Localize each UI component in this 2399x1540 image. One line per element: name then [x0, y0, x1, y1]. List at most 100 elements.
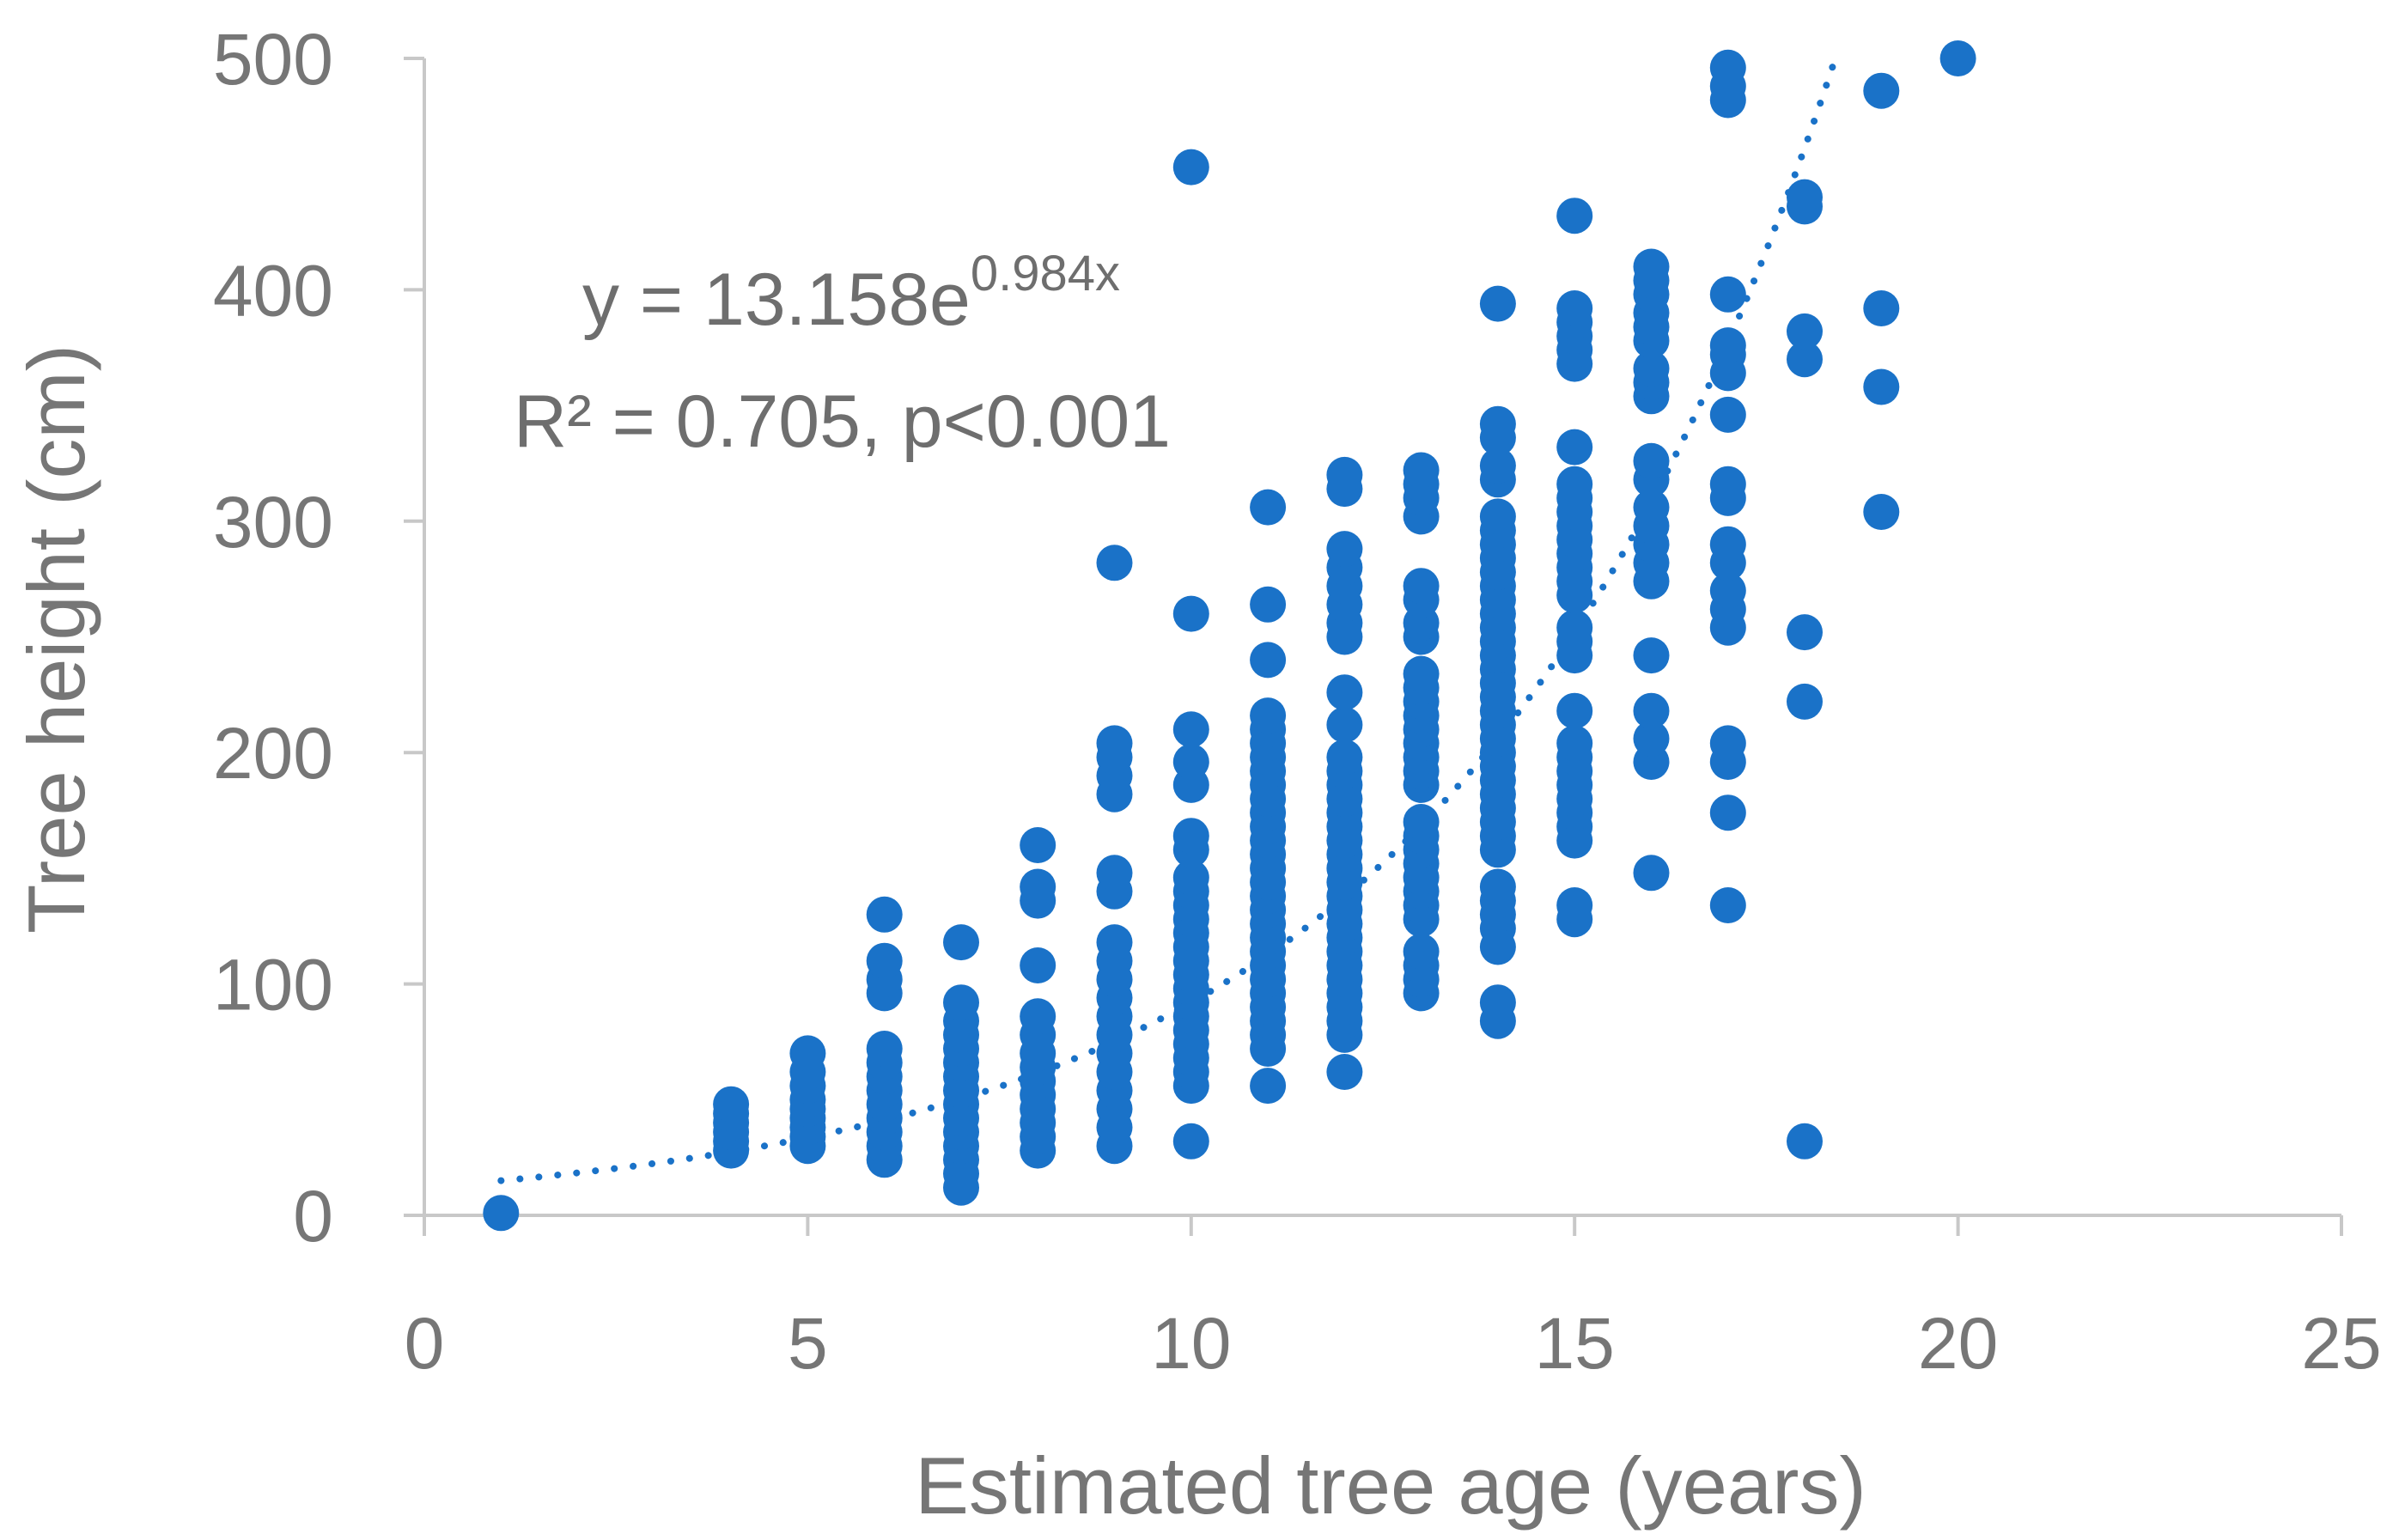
data-point — [1172, 149, 1209, 186]
y-tick-label: 500 — [213, 19, 333, 100]
data-point — [943, 924, 979, 961]
data-point — [1787, 683, 1823, 720]
data-point — [1709, 49, 1746, 86]
data-point — [1326, 531, 1363, 568]
data-point — [1709, 725, 1746, 762]
x-tick-labels: 0 5 10 15 20 25 — [405, 1303, 2382, 1384]
data-point — [1863, 494, 1900, 530]
axes — [404, 57, 2343, 1236]
data-point — [1633, 248, 1670, 285]
data-point — [1403, 804, 1440, 840]
data-point — [1863, 290, 1900, 326]
data-point — [1863, 368, 1900, 405]
data-point — [1633, 692, 1670, 729]
data-point — [1403, 933, 1440, 970]
data-point — [1787, 313, 1823, 350]
data-point — [1709, 276, 1746, 313]
x-axis-title: Estimated tree age (years) — [915, 1440, 1866, 1531]
data-point — [1172, 818, 1209, 855]
y-tick-label: 400 — [213, 250, 333, 331]
data-point — [1250, 489, 1287, 526]
data-point — [789, 1035, 826, 1072]
data-point — [1863, 72, 1900, 109]
data-point — [1250, 642, 1287, 679]
data-point — [1633, 855, 1670, 892]
data-point — [1479, 405, 1516, 442]
y-tick-labels: 0 100 200 300 400 500 — [213, 19, 333, 1257]
data-point — [1709, 466, 1746, 502]
data-point — [1479, 984, 1516, 1021]
x-tick-label: 0 — [405, 1303, 445, 1384]
data-point — [1556, 692, 1593, 729]
x-tick-label: 20 — [1918, 1303, 1998, 1384]
data-point — [1633, 721, 1670, 757]
data-point — [1326, 674, 1363, 711]
equation-prefix: y = 13.158e — [582, 259, 971, 341]
data-point — [1633, 637, 1670, 674]
data-point — [1403, 452, 1440, 489]
x-tick-label: 10 — [1151, 1303, 1231, 1384]
data-point — [1326, 1054, 1363, 1090]
data-point — [1709, 526, 1746, 563]
data-point — [1787, 179, 1823, 216]
data-point — [1556, 198, 1593, 234]
data-point — [943, 984, 979, 1021]
data-point — [1403, 568, 1440, 605]
data-point — [1250, 697, 1287, 734]
data-point — [1709, 396, 1746, 433]
y-tick-label: 300 — [213, 482, 333, 563]
stats-annotation: R² = 0.705, p<0.001 — [514, 380, 1171, 463]
equation-annotation: y = 13.158e0.984x — [582, 246, 1120, 341]
data-point — [1326, 706, 1363, 743]
data-point — [1172, 859, 1209, 896]
data-point — [1250, 1068, 1287, 1105]
data-point — [1096, 855, 1133, 892]
data-point — [1556, 725, 1593, 762]
data-point — [1479, 498, 1516, 535]
data-point — [1096, 924, 1133, 961]
data-point — [1020, 947, 1056, 983]
data-point — [1633, 489, 1670, 526]
x-tick-label: 15 — [1534, 1303, 1614, 1384]
data-point — [1172, 711, 1209, 748]
data-point — [1709, 572, 1746, 609]
equation-exponent: 0.984x — [971, 246, 1120, 301]
data-point — [1709, 327, 1746, 364]
data-point — [1479, 285, 1516, 322]
trendline-path — [497, 55, 1839, 1184]
data-point — [1250, 586, 1287, 623]
data-point — [713, 1086, 750, 1123]
y-axis-title: Tree height (cm) — [11, 344, 101, 934]
data-point — [1096, 725, 1133, 762]
data-point — [1633, 442, 1670, 479]
data-point — [1326, 456, 1363, 493]
data-point — [1787, 1123, 1823, 1160]
data-point — [1709, 887, 1746, 923]
data-point — [483, 1195, 520, 1232]
data-points — [483, 40, 1976, 1232]
data-point — [1787, 341, 1823, 378]
data-point — [1479, 447, 1516, 484]
data-point — [1787, 614, 1823, 651]
data-point — [1172, 744, 1209, 780]
data-point — [1939, 40, 1976, 76]
data-point — [1709, 794, 1746, 831]
data-point — [1020, 827, 1056, 863]
data-point — [1172, 595, 1209, 632]
data-point — [866, 1031, 903, 1067]
data-point — [1556, 290, 1593, 326]
trendline — [497, 55, 1839, 1184]
data-point — [1633, 350, 1670, 387]
x-tick-label: 5 — [788, 1303, 828, 1384]
data-point — [1172, 1123, 1209, 1160]
data-point — [1556, 429, 1593, 466]
data-point — [1556, 466, 1593, 502]
y-tick-label: 200 — [213, 713, 333, 794]
data-point — [866, 896, 903, 933]
y-tick-label: 100 — [213, 945, 333, 1026]
data-point — [1556, 887, 1593, 923]
data-point — [1479, 868, 1516, 905]
data-point — [1326, 739, 1363, 776]
data-point — [1020, 998, 1056, 1035]
